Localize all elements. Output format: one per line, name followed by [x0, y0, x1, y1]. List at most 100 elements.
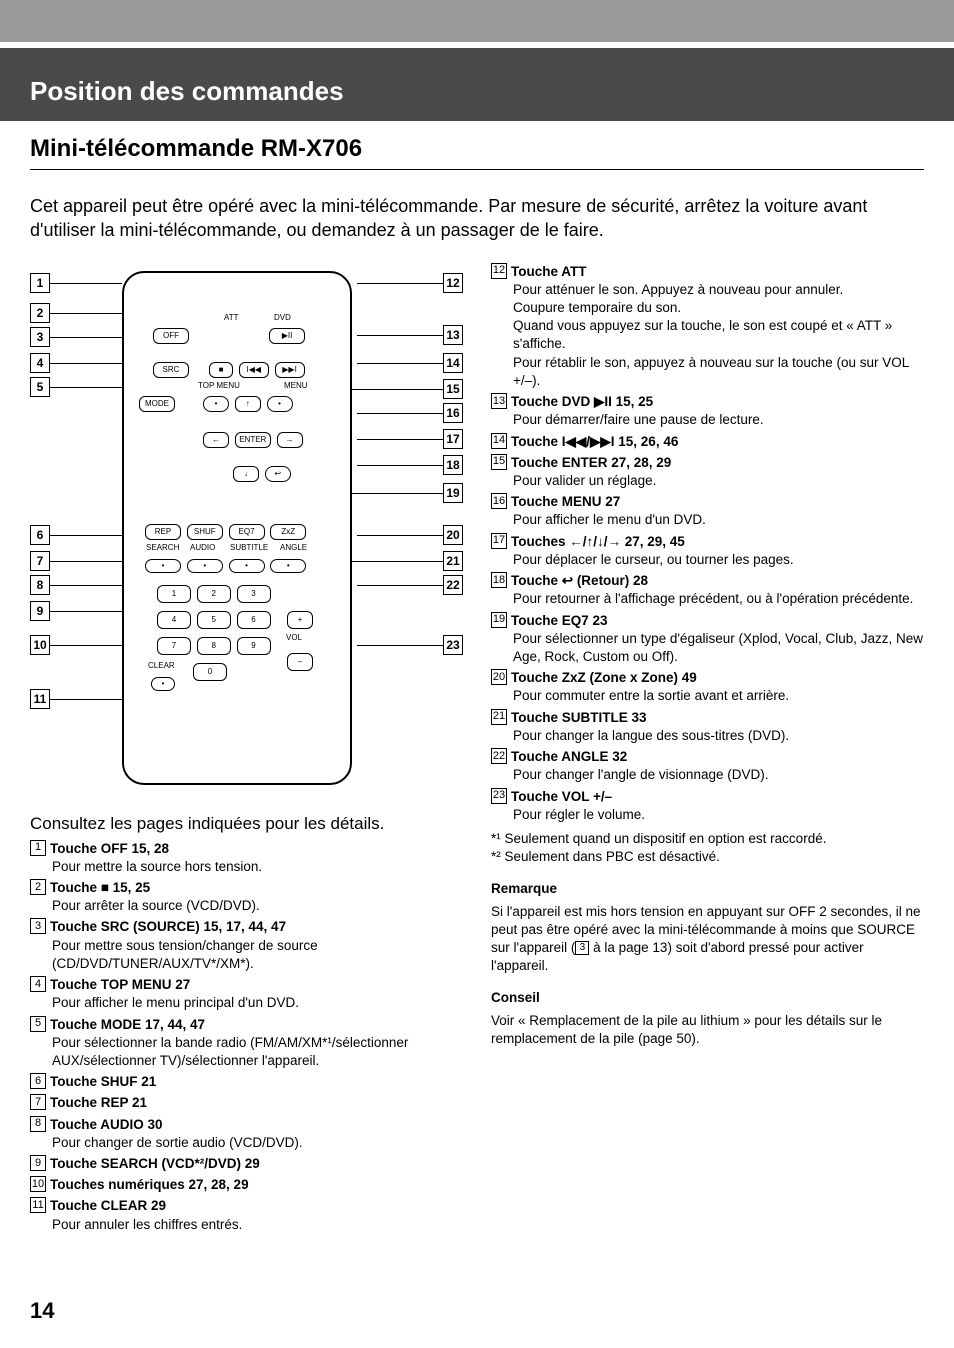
item-title: Touche DVD ▶II 15, 25 [511, 394, 653, 409]
btn-eq7: EQ7 [229, 524, 265, 540]
callout-10: 10 [30, 635, 50, 655]
label-vol: VOL [286, 633, 302, 644]
btn-num-5: 5 [197, 611, 231, 629]
lead-line [357, 413, 443, 414]
item-title: Touche SUBTITLE 33 [511, 710, 647, 725]
label-angle: ANGLE [280, 543, 307, 554]
item-title: Touche ZxZ (Zone x Zone) 49 [511, 670, 697, 685]
btn-rep: REP [145, 524, 181, 540]
label-att: ATT [224, 313, 239, 324]
item-number: 3 [30, 918, 46, 934]
btn-right: → [277, 432, 303, 448]
btn-num-7: 7 [157, 637, 191, 655]
lead-line [357, 335, 443, 336]
callout-9: 9 [30, 601, 50, 621]
item-number: 9 [30, 1155, 46, 1171]
page-number: 14 [30, 1298, 54, 1324]
list-item: 5 Touche MODE 17, 44, 47 Pour sélectionner… [30, 1016, 463, 1071]
item-title: Touches ←/↑/↓/→ 27, 29, 45 [511, 534, 685, 549]
item-desc: Pour changer la langue des sous-titres (… [513, 727, 924, 745]
footnote-2: *² Seulement dans PBC est désactivé. [491, 848, 924, 866]
item-desc: Pour changer de sortie audio (VCD/DVD). [52, 1134, 463, 1152]
lead-line [50, 283, 122, 284]
item-number: 5 [30, 1016, 46, 1032]
item-desc: Coupure temporaire du son. [513, 299, 924, 317]
label-topmenu: TOP MENU [198, 381, 240, 392]
list-item: 14Touche I◀◀/▶▶I 15, 26, 46 [491, 433, 924, 451]
callout-16: 16 [443, 403, 463, 423]
lead-line [357, 363, 443, 364]
item-desc: Pour commuter entre la sortie avant et a… [513, 687, 924, 705]
label-menu: MENU [284, 381, 308, 392]
list-item: 4Touche TOP MENU 27Pour afficher le menu… [30, 976, 463, 1012]
item-desc: Pour démarrer/faire une pause de lecture… [513, 411, 924, 429]
label-dvd: DVD [274, 313, 291, 324]
btn-prev: I◀◀ [239, 362, 269, 378]
btn-num-8: 8 [197, 637, 231, 655]
left-item-list: 1Touche OFF 15, 28Pour mettre la source … [30, 840, 463, 1234]
item-title: Touche TOP MENU 27 [50, 977, 190, 992]
item-number: 23 [491, 788, 507, 804]
callout-2: 2 [30, 303, 50, 323]
item-number: 13 [491, 393, 507, 409]
list-item: 15Touche ENTER 27, 28, 29Pour valider un… [491, 454, 924, 490]
lead-line [357, 283, 443, 284]
item-number: 7 [30, 1094, 46, 1110]
item-title: Touche MENU 27 [511, 494, 620, 509]
item-number: 2 [30, 879, 46, 895]
item-title: Touche MODE 17, 44, 47 [50, 1017, 205, 1032]
item-desc: Pour arrêter la source (VCD/DVD). [52, 897, 463, 915]
item-number: 18 [491, 572, 507, 588]
btn-audio: • [187, 559, 223, 573]
footnote-1: *¹ Seulement quand un dispositif en opti… [491, 830, 924, 848]
btn-down: ↓ [233, 466, 259, 482]
label-audio: AUDIO [190, 543, 215, 554]
item-desc: Pour mettre la source hors tension. [52, 858, 463, 876]
item-title: Touche ENTER 27, 28, 29 [511, 455, 671, 470]
item-number: 17 [491, 533, 507, 549]
item-title: Touche VOL +/– [511, 789, 612, 804]
lead-line [357, 439, 443, 440]
item-title: Touche AUDIO 30 [50, 1117, 163, 1132]
btn-mode: MODE [139, 396, 175, 412]
item-title: Touche SHUF 21 [50, 1074, 156, 1089]
btn-enter: ENTER [235, 432, 271, 448]
label-search: SEARCH [146, 543, 179, 554]
remote-diagram: 1 2 3 4 5 6 7 8 9 10 11 12 13 14 15 16 1… [30, 263, 463, 803]
list-item: 23Touche VOL +/–Pour régler le volume. [491, 788, 924, 824]
list-item: 8Touche AUDIO 30Pour changer de sortie a… [30, 1116, 463, 1152]
remarque-inline-num: 3 [575, 941, 589, 955]
btn-clear: • [151, 677, 175, 691]
btn-num-9: 9 [237, 637, 271, 655]
right-column: 12Touche ATTPour atténuer le son. Appuye… [491, 263, 924, 1237]
item-number: 1 [30, 840, 46, 856]
item-desc: Pour mettre sous tension/changer de sour… [52, 937, 463, 973]
label-subtitle: SUBTITLE [230, 543, 268, 554]
list-item: 16Touche MENU 27Pour afficher le menu d'… [491, 493, 924, 529]
callout-6: 6 [30, 525, 50, 545]
callout-22: 22 [443, 575, 463, 595]
item-desc: Pour sélectionner la bande radio (FM/AM/… [52, 1034, 463, 1070]
list-item: 9Touche SEARCH (VCD*²/DVD) 29 [30, 1155, 463, 1173]
item-title: Touche SRC (SOURCE) 15, 17, 44, 47 [50, 919, 286, 934]
consult-line: Consultez les pages indiquées pour les d… [30, 813, 463, 836]
item-desc: Pour changer l'angle de visionnage (DVD)… [513, 766, 924, 784]
lead-line [50, 387, 130, 388]
callout-14: 14 [443, 353, 463, 373]
item-desc: Pour rétablir le son, appuyez à nouveau … [513, 354, 924, 390]
conseil-body: Voir « Remplacement de la pile au lithiu… [491, 1012, 924, 1048]
item-number: 11 [30, 1197, 46, 1213]
item-desc: Quand vous appuyez sur la touche, le son… [513, 317, 924, 353]
item-desc: Pour atténuer le son. Appuyez à nouveau … [513, 281, 924, 299]
remarque-heading: Remarque [491, 880, 924, 898]
left-column: 1 2 3 4 5 6 7 8 9 10 11 12 13 14 15 16 1… [30, 263, 463, 1237]
list-item: 12Touche ATTPour atténuer le son. Appuye… [491, 263, 924, 391]
item-title: Touche REP 21 [50, 1095, 147, 1110]
item-number: 21 [491, 709, 507, 725]
btn-off: OFF [153, 328, 189, 344]
list-item: 18Touche ↩ (Retour) 28Pour retourner à l… [491, 572, 924, 608]
list-item: 10Touches numériques 27, 28, 29 [30, 1176, 463, 1194]
callout-18: 18 [443, 455, 463, 475]
list-item: 13 Touche DVD ▶II 15, 25 Pour démarrer/fai… [491, 393, 924, 429]
right-item-list: 12Touche ATTPour atténuer le son. Appuye… [491, 263, 924, 824]
